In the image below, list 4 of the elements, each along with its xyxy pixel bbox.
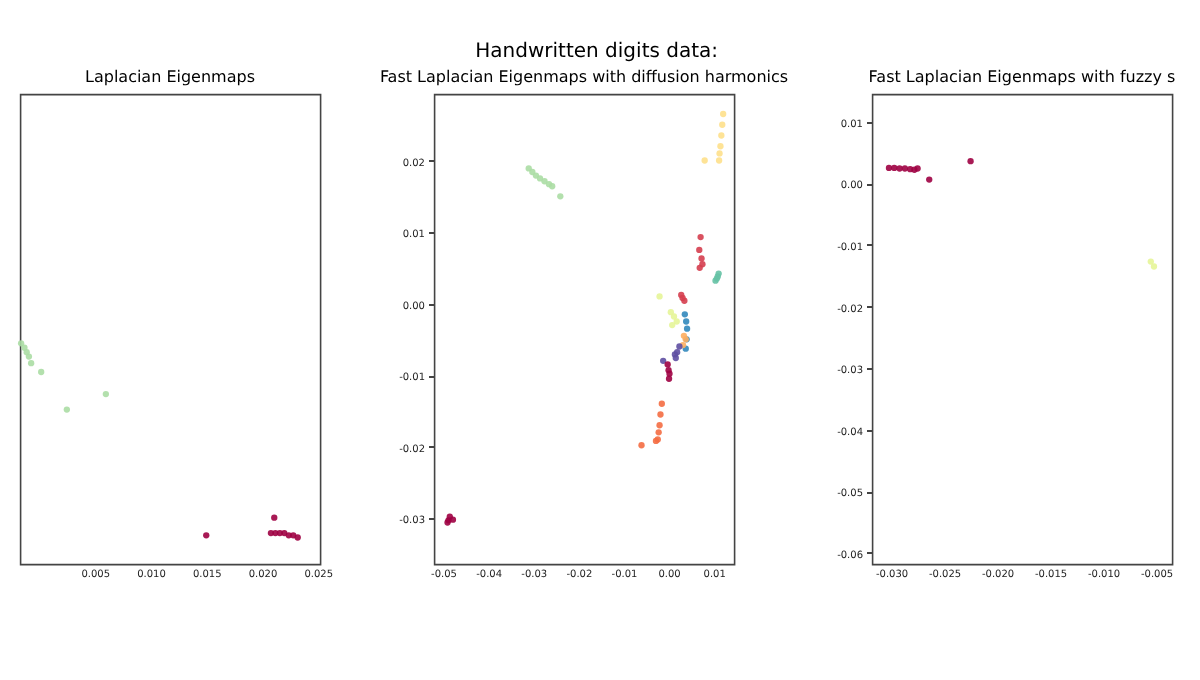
chart-title: Fast Laplacian Eigenmaps with diffusion harmonics: [379, 68, 789, 86]
chart-title: Laplacian Eigenmaps: [85, 68, 255, 86]
chart-title: Fast Laplacian Eigenmaps with fuzzy s: [868, 68, 1176, 86]
text: Handwritten digits data:: [475, 41, 719, 64]
